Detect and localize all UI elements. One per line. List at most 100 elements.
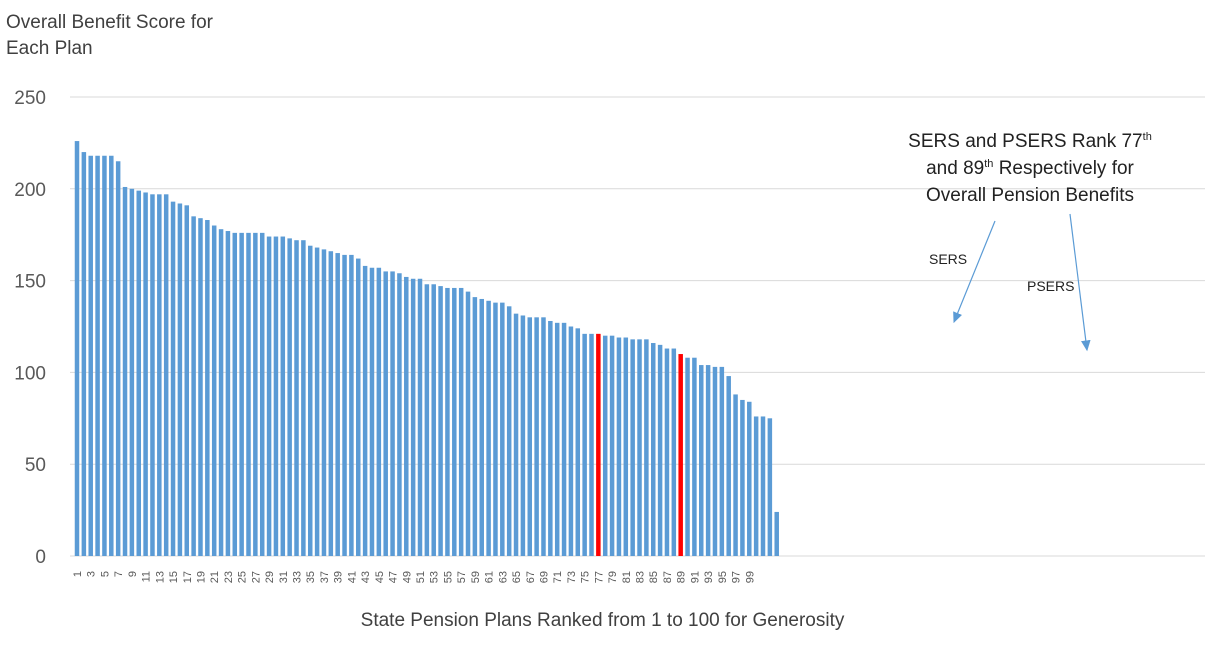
bar bbox=[568, 326, 574, 556]
bar bbox=[115, 161, 121, 556]
bar bbox=[314, 247, 320, 556]
bar bbox=[301, 240, 306, 556]
x-tick-label: 35 bbox=[305, 571, 317, 583]
bar bbox=[575, 328, 581, 556]
bar bbox=[150, 194, 155, 557]
bar bbox=[637, 339, 642, 556]
x-tick-label: 85 bbox=[648, 571, 660, 583]
bar bbox=[548, 320, 553, 556]
x-tick-label: 93 bbox=[703, 571, 715, 583]
x-tick-label: 95 bbox=[717, 571, 729, 583]
bar bbox=[740, 399, 745, 556]
x-tick-label: 31 bbox=[278, 571, 290, 583]
bar bbox=[102, 155, 107, 556]
bar bbox=[198, 218, 203, 556]
bar bbox=[589, 333, 594, 556]
x-tick-label: 27 bbox=[250, 571, 262, 583]
x-tick-label: 21 bbox=[209, 571, 221, 583]
y-tick-label: 200 bbox=[14, 180, 46, 201]
annotation-line3: Overall Pension Benefits bbox=[925, 185, 1135, 206]
bar bbox=[246, 232, 251, 556]
bar bbox=[445, 287, 450, 556]
bar bbox=[143, 192, 148, 557]
bar bbox=[541, 317, 546, 556]
bar bbox=[205, 220, 210, 556]
sers-arrow bbox=[953, 220, 996, 324]
x-tick-label: 67 bbox=[525, 571, 537, 583]
x-tick-label: 65 bbox=[511, 571, 523, 583]
bar bbox=[644, 339, 649, 556]
bar bbox=[404, 276, 409, 556]
bar bbox=[657, 344, 663, 556]
bar bbox=[699, 365, 704, 556]
x-tick-label: 59 bbox=[470, 571, 482, 583]
x-tick-label: 79 bbox=[607, 571, 619, 583]
bar bbox=[253, 232, 258, 556]
bar bbox=[753, 416, 759, 556]
x-tick-label: 83 bbox=[635, 571, 647, 583]
bar bbox=[177, 203, 183, 556]
bar bbox=[383, 271, 388, 556]
x-tick-label: 29 bbox=[264, 571, 276, 583]
bar bbox=[74, 141, 80, 556]
bar bbox=[129, 188, 135, 557]
bar bbox=[705, 365, 711, 556]
bar bbox=[685, 357, 690, 556]
x-tick-label: 9 bbox=[127, 571, 139, 577]
bar bbox=[273, 236, 279, 556]
bar bbox=[390, 271, 395, 556]
x-tick-label: 33 bbox=[292, 571, 304, 583]
bar bbox=[554, 322, 560, 556]
x-tick-label: 97 bbox=[731, 571, 743, 583]
bar bbox=[664, 348, 670, 556]
x-tick-label: 13 bbox=[154, 571, 166, 583]
x-tick-label: 63 bbox=[497, 571, 509, 583]
x-tick-label: 7 bbox=[113, 571, 125, 577]
bar bbox=[534, 317, 539, 556]
x-tick-label: 81 bbox=[621, 571, 633, 583]
bar bbox=[184, 205, 190, 556]
bar bbox=[486, 300, 491, 556]
y-axis-title-line2: Each Plan bbox=[6, 38, 93, 59]
bar bbox=[109, 155, 114, 556]
bar-highlight bbox=[596, 333, 601, 556]
bar bbox=[122, 186, 128, 557]
x-tick-label: 25 bbox=[237, 571, 249, 583]
bar bbox=[163, 194, 169, 557]
bar bbox=[335, 253, 340, 556]
x-tick-label: 3 bbox=[86, 571, 98, 577]
bar bbox=[362, 265, 368, 556]
x-tick-label: 61 bbox=[484, 571, 496, 583]
bar bbox=[232, 232, 238, 556]
bar bbox=[431, 284, 436, 556]
bar bbox=[438, 286, 443, 556]
bar bbox=[630, 339, 635, 556]
bar bbox=[88, 155, 93, 556]
bar bbox=[307, 245, 313, 556]
psers-arrow bbox=[1069, 213, 1091, 352]
bar bbox=[280, 236, 286, 556]
bar bbox=[726, 376, 731, 556]
x-tick-label: 91 bbox=[689, 571, 701, 583]
bar bbox=[774, 511, 779, 556]
x-tick-label: 51 bbox=[415, 571, 427, 583]
bar bbox=[609, 335, 615, 556]
bar bbox=[225, 231, 231, 556]
bar bbox=[376, 267, 382, 556]
bar bbox=[465, 291, 471, 556]
y-axis-title: Overall Benefit Score for Each Plan bbox=[6, 10, 306, 62]
x-tick-label: 69 bbox=[538, 571, 550, 583]
x-tick-label: 73 bbox=[566, 571, 578, 583]
bar bbox=[671, 348, 677, 556]
bar bbox=[369, 267, 375, 556]
x-tick-label: 99 bbox=[744, 571, 756, 583]
bar bbox=[520, 315, 526, 556]
bar bbox=[157, 194, 162, 557]
bar bbox=[349, 254, 354, 556]
x-tick-label: 89 bbox=[676, 571, 688, 583]
x-tick-label: 43 bbox=[360, 571, 372, 583]
x-tick-label: 71 bbox=[552, 571, 564, 583]
bar bbox=[623, 337, 629, 556]
x-tick-label: 77 bbox=[593, 571, 605, 583]
